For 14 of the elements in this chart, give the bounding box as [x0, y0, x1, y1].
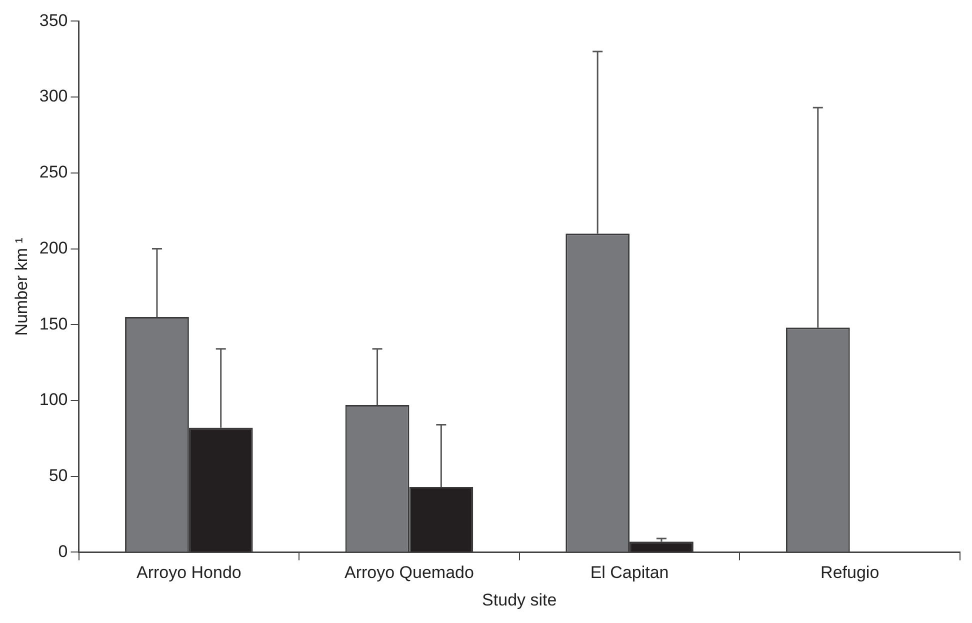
y-tick-label: 50 [48, 466, 68, 486]
y-tick-label: 250 [39, 162, 68, 182]
x-tick-label: El Capitan [590, 563, 669, 582]
x-tick-label: Refugio [820, 563, 880, 582]
y-tick-label: 200 [39, 238, 68, 258]
y-tick-label: 0 [58, 542, 68, 561]
x-tick-label: Arroyo Hondo [136, 563, 242, 582]
y-axis-title: Number km ¹ [12, 237, 31, 336]
x-axis-title: Study site [482, 590, 557, 610]
y-tick-label: 350 [39, 10, 68, 30]
y-tick-label: 100 [39, 390, 68, 410]
x-tick-label: Arroyo Quemado [344, 563, 474, 582]
y-tick-label: 300 [39, 86, 68, 106]
y-tick-label: 150 [39, 314, 68, 334]
